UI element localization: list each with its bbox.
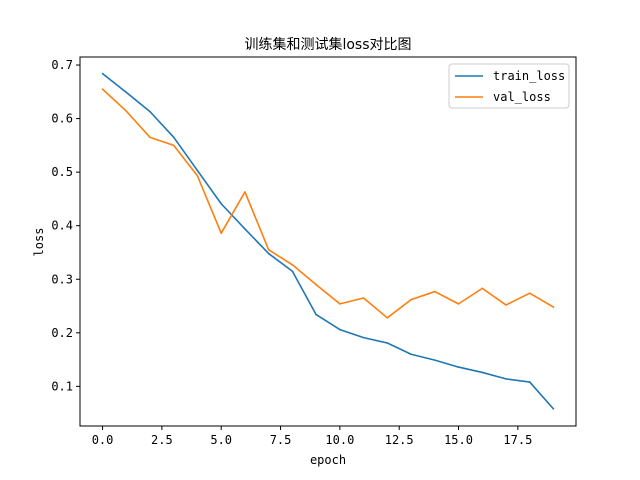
legend-label: train_loss — [493, 69, 565, 83]
data-point — [433, 359, 436, 361]
y-tick-label: 0.1 — [51, 379, 73, 393]
data-point — [244, 191, 246, 193]
y-axis-ticks: 0.1 0.2 0.3 0.4 0.5 0.6 0.7 — [51, 58, 80, 393]
x-tick-label: 0.0 — [92, 433, 114, 447]
y-tick-label: 0.5 — [51, 165, 73, 179]
data-point — [552, 306, 555, 308]
data-point — [457, 303, 460, 305]
data-point — [172, 136, 175, 139]
data-point — [196, 175, 199, 177]
data-point — [505, 378, 507, 380]
x-tick-label: 10.0 — [325, 433, 354, 447]
data-point — [505, 304, 507, 306]
series-line-train-loss — [102, 72, 555, 410]
data-point — [220, 202, 223, 205]
data-point — [410, 353, 412, 356]
data-point — [528, 292, 531, 294]
series-line-val-loss — [102, 88, 554, 319]
data-point — [101, 72, 104, 75]
y-tick-label: 0.2 — [51, 326, 73, 340]
x-tick-label: 7.5 — [270, 433, 292, 447]
data-point — [244, 228, 246, 230]
y-tick-label: 0.7 — [51, 58, 73, 72]
data-point — [315, 283, 317, 286]
y-tick-label: 0.6 — [51, 112, 73, 126]
data-point — [481, 371, 484, 374]
x-tick-label: 17.5 — [503, 433, 532, 447]
plot-area — [101, 72, 555, 410]
x-tick-label: 12.5 — [385, 433, 414, 447]
data-point — [410, 298, 412, 301]
data-point — [125, 91, 128, 94]
data-point — [196, 169, 199, 172]
data-point — [457, 366, 460, 368]
x-axis-label: epoch — [310, 453, 346, 467]
data-point — [101, 88, 104, 90]
data-point — [339, 303, 341, 305]
axes-frame — [79, 56, 577, 427]
data-point — [386, 342, 389, 344]
x-axis-ticks: 0.0 2.5 5.0 7.5 10.0 12.5 15.0 17.5 — [92, 426, 532, 447]
data-point — [267, 249, 270, 251]
data-point — [125, 110, 128, 112]
data-point — [220, 232, 223, 234]
data-point — [149, 136, 151, 139]
y-tick-label: 0.4 — [51, 219, 73, 233]
x-tick-label: 15.0 — [444, 433, 473, 447]
data-point — [291, 263, 294, 266]
data-point — [267, 252, 270, 255]
data-point — [433, 290, 436, 293]
data-point — [149, 110, 151, 113]
data-point — [528, 381, 531, 383]
y-axis-label: loss — [32, 228, 46, 257]
data-point — [172, 144, 175, 147]
chart-title: 训练集和测试集loss对比图 — [244, 36, 411, 53]
data-point — [362, 297, 365, 299]
data-point — [291, 270, 294, 273]
x-tick-label: 5.0 — [210, 433, 232, 447]
x-tick-label: 2.5 — [151, 433, 173, 447]
legend-label: val_loss — [493, 90, 551, 104]
data-point — [552, 408, 555, 410]
y-tick-label: 0.3 — [51, 272, 73, 286]
data-point — [339, 328, 341, 331]
legend: train_loss val_loss — [448, 63, 570, 109]
data-point — [362, 336, 365, 339]
data-point — [481, 287, 484, 290]
data-point — [386, 317, 389, 319]
data-point — [315, 313, 317, 316]
